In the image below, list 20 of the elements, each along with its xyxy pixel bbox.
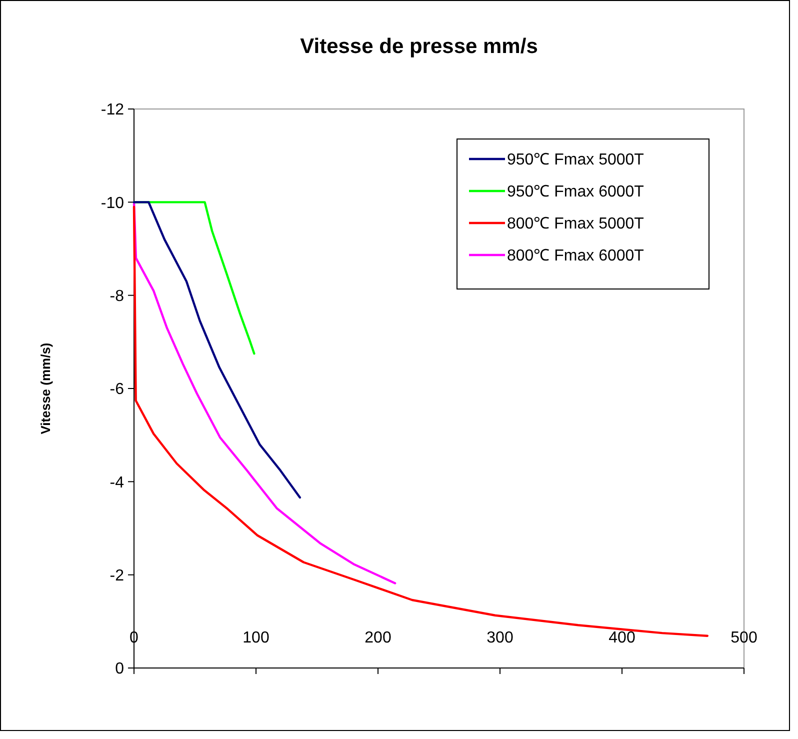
y-tick-label: 0 [115,660,124,678]
y-tick-label: -6 [110,381,124,398]
line-series [132,201,302,499]
x-tick-label: 500 [730,630,758,647]
x-tick-label: 300 [486,630,514,647]
y-tick-label: -4 [110,474,124,492]
legend-label: 950℃ Fmax 6000T [507,184,644,201]
legend-label: 800℃ Fmax 5000T [507,216,644,233]
x-tick-label: 100 [242,630,270,647]
y-tick-label: -2 [110,567,124,584]
chart-title: Vitesse de presse mm/s [300,35,538,58]
y-tick-label: -8 [110,288,124,305]
y-axis-title: Vitesse (mm/s) [38,342,53,434]
legend-label: 950℃ Fmax 5000T [507,152,644,169]
y-tick-label: -12 [100,102,124,119]
y-tick-label: -10 [100,194,124,212]
legend-label: 800℃ Fmax 6000T [507,248,644,265]
x-tick-label: 400 [608,630,636,647]
line-series [132,201,396,584]
x-tick-label: 200 [364,630,392,647]
